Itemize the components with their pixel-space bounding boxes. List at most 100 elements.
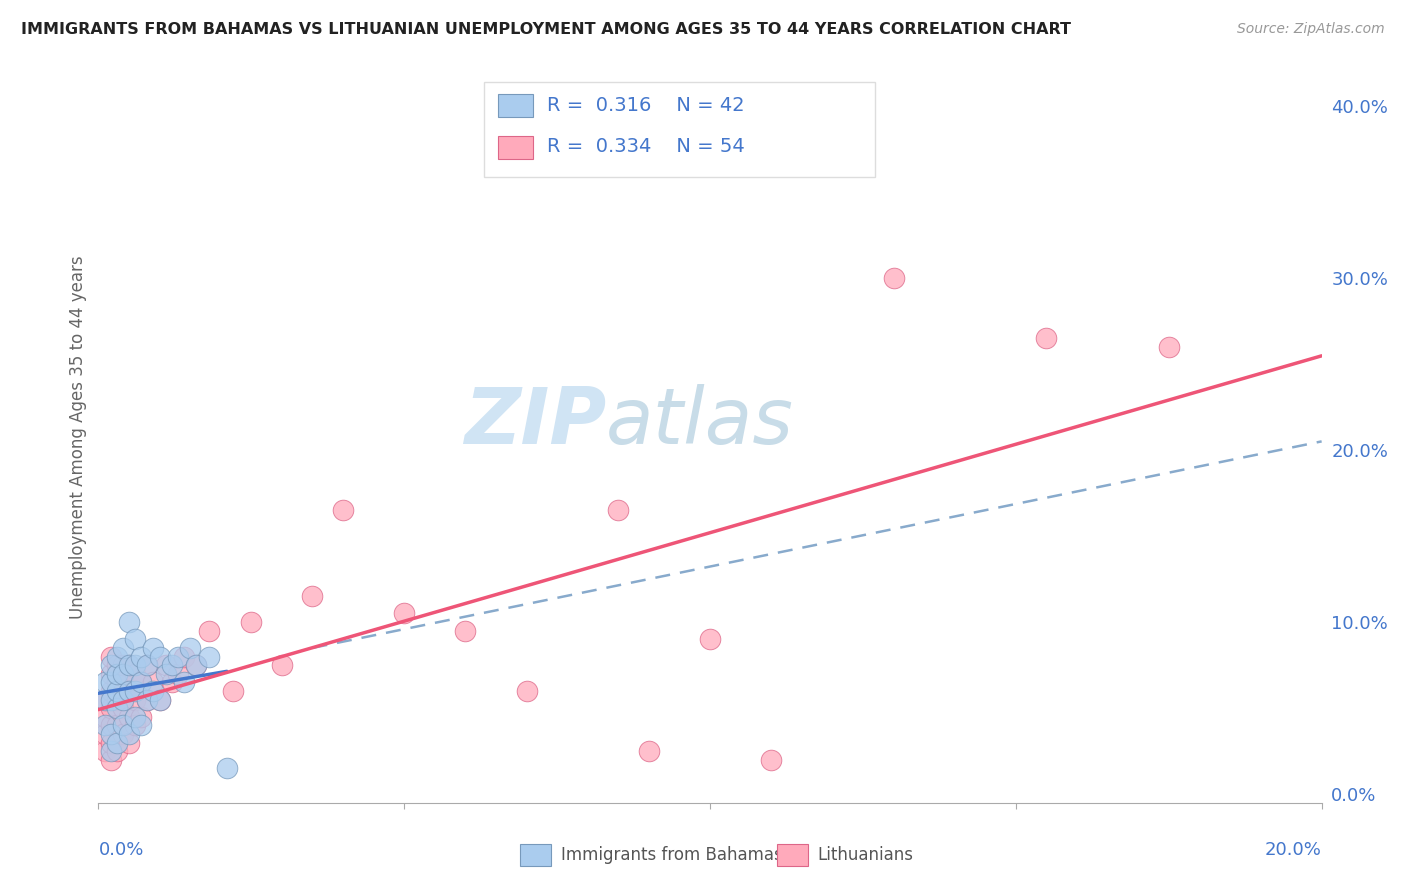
Point bbox=[270, 658, 292, 673]
Point bbox=[105, 658, 128, 673]
Point bbox=[129, 718, 152, 732]
Point bbox=[142, 675, 165, 690]
Point bbox=[301, 589, 323, 603]
Point bbox=[516, 684, 538, 698]
Point bbox=[93, 692, 115, 706]
Point bbox=[124, 692, 146, 706]
Point bbox=[883, 271, 905, 285]
Point bbox=[149, 692, 172, 706]
Text: R =  0.316    N = 42: R = 0.316 N = 42 bbox=[547, 96, 745, 115]
Point bbox=[93, 692, 115, 706]
Point bbox=[105, 718, 128, 732]
Point bbox=[105, 684, 128, 698]
Text: Immigrants from Bahamas: Immigrants from Bahamas bbox=[561, 847, 783, 864]
Point bbox=[160, 658, 183, 673]
Point bbox=[118, 684, 141, 698]
Text: 0.0%: 0.0% bbox=[98, 840, 143, 859]
Text: R =  0.334    N = 54: R = 0.334 N = 54 bbox=[547, 137, 745, 156]
Point bbox=[124, 632, 146, 647]
Point bbox=[105, 744, 128, 758]
Point bbox=[149, 692, 172, 706]
Point bbox=[118, 658, 141, 673]
Point bbox=[105, 735, 128, 749]
Point bbox=[142, 684, 165, 698]
Point bbox=[111, 658, 134, 673]
Point bbox=[759, 753, 782, 767]
Point bbox=[100, 701, 122, 715]
Point bbox=[197, 624, 219, 638]
Point bbox=[129, 710, 152, 724]
Point bbox=[699, 632, 721, 647]
Point bbox=[100, 735, 122, 749]
Point bbox=[1157, 340, 1180, 354]
Point bbox=[136, 658, 159, 673]
Point bbox=[454, 624, 477, 638]
Text: atlas: atlas bbox=[606, 384, 794, 460]
Point bbox=[124, 710, 146, 724]
Point bbox=[155, 658, 177, 673]
Point bbox=[332, 503, 354, 517]
Text: ZIP: ZIP bbox=[464, 384, 606, 460]
Point bbox=[100, 692, 122, 706]
Point bbox=[93, 744, 115, 758]
Point bbox=[93, 718, 115, 732]
Point bbox=[167, 649, 190, 664]
Point bbox=[1035, 331, 1057, 345]
Point bbox=[124, 658, 146, 673]
Text: Lithuanians: Lithuanians bbox=[818, 847, 914, 864]
Point bbox=[93, 675, 115, 690]
Point bbox=[607, 503, 630, 517]
Point bbox=[197, 649, 219, 664]
Point bbox=[105, 666, 128, 681]
Point bbox=[136, 692, 159, 706]
Point bbox=[93, 710, 115, 724]
Point bbox=[100, 658, 122, 673]
Point bbox=[111, 640, 134, 655]
Point bbox=[167, 666, 190, 681]
FancyBboxPatch shape bbox=[484, 82, 875, 178]
Point bbox=[186, 658, 208, 673]
Point bbox=[100, 675, 122, 690]
Point bbox=[160, 675, 183, 690]
Point bbox=[105, 675, 128, 690]
Point bbox=[100, 684, 122, 698]
Point bbox=[118, 727, 141, 741]
Point bbox=[136, 658, 159, 673]
Point bbox=[105, 692, 128, 706]
Point bbox=[129, 675, 152, 690]
Point bbox=[124, 666, 146, 681]
Point bbox=[149, 649, 172, 664]
Point bbox=[118, 710, 141, 724]
Point bbox=[173, 675, 195, 690]
Point bbox=[637, 744, 661, 758]
Point bbox=[240, 615, 263, 629]
Point bbox=[118, 658, 141, 673]
Bar bbox=[498, 94, 533, 118]
Bar bbox=[520, 845, 551, 866]
Bar bbox=[778, 845, 808, 866]
Point bbox=[142, 640, 165, 655]
Point bbox=[118, 615, 141, 629]
Text: Source: ZipAtlas.com: Source: ZipAtlas.com bbox=[1237, 22, 1385, 37]
Point bbox=[118, 735, 141, 749]
Point bbox=[173, 649, 195, 664]
Point bbox=[124, 684, 146, 698]
Point bbox=[111, 701, 134, 715]
Point bbox=[129, 649, 152, 664]
Point bbox=[136, 692, 159, 706]
Point bbox=[215, 761, 238, 775]
Point bbox=[186, 658, 208, 673]
Point bbox=[111, 718, 134, 732]
Point bbox=[100, 744, 122, 758]
Point bbox=[111, 666, 134, 681]
Y-axis label: Unemployment Among Ages 35 to 44 years: Unemployment Among Ages 35 to 44 years bbox=[69, 255, 87, 619]
Point bbox=[179, 640, 201, 655]
Point bbox=[124, 718, 146, 732]
Bar bbox=[498, 136, 533, 159]
Point bbox=[105, 701, 128, 715]
Point bbox=[111, 692, 134, 706]
Point bbox=[100, 666, 122, 681]
Point bbox=[155, 666, 177, 681]
Point bbox=[93, 727, 115, 741]
Point bbox=[100, 649, 122, 664]
